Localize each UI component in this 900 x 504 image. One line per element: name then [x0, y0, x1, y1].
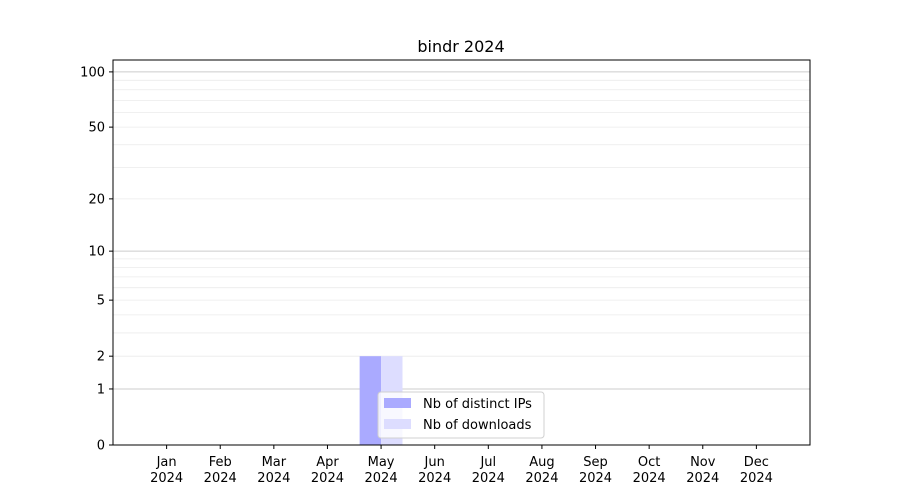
legend: Nb of distinct IPs Nb of downloads — [377, 391, 545, 439]
plot-frame — [112, 59, 811, 446]
bar-distinct-ips — [359, 356, 382, 445]
legend-swatch — [384, 398, 411, 408]
y-tick-label: 50 — [88, 121, 105, 136]
y-tick-label: 5 — [97, 294, 105, 309]
y-tick-label: 10 — [88, 245, 105, 260]
grid — [113, 71, 810, 390]
x-tick-label: Mar 2024 — [257, 455, 290, 486]
x-tick-label: Apr 2024 — [311, 455, 344, 486]
chart-title: bindr 2024 — [417, 37, 504, 56]
y-tick-label: 0 — [97, 439, 105, 454]
x-tick-label: Jun 2024 — [418, 455, 451, 486]
y-tick-label: 100 — [80, 65, 105, 80]
x-axis: Jan 2024 Feb 2024 Mar 2024 Apr 2024 May 2024 Jun 20… — [150, 445, 773, 486]
x-tick-label: Jul 2024 — [472, 455, 505, 486]
x-tick-label: Jan 2024 — [150, 455, 183, 486]
y-axis: 0 1 2 5 10 20 50 100 — [80, 65, 113, 454]
x-tick-label: Oct 2024 — [633, 455, 666, 486]
y-tick-label: 2 — [97, 350, 105, 365]
x-tick-label: Dec 2024 — [740, 455, 773, 486]
x-tick-label: Feb 2024 — [204, 455, 237, 486]
legend-swatch — [384, 419, 411, 429]
x-tick-label: Aug 2024 — [525, 455, 558, 486]
legend-box — [377, 391, 545, 439]
y-tick-label: 1 — [97, 382, 105, 397]
x-tick-label: May 2024 — [365, 455, 398, 486]
x-tick-label: Sep 2024 — [579, 455, 612, 486]
legend-label: Nb of distinct IPs — [423, 397, 532, 412]
x-tick-label: Nov 2024 — [686, 455, 719, 486]
legend-label: Nb of downloads — [423, 418, 532, 433]
y-tick-label: 20 — [88, 192, 105, 207]
